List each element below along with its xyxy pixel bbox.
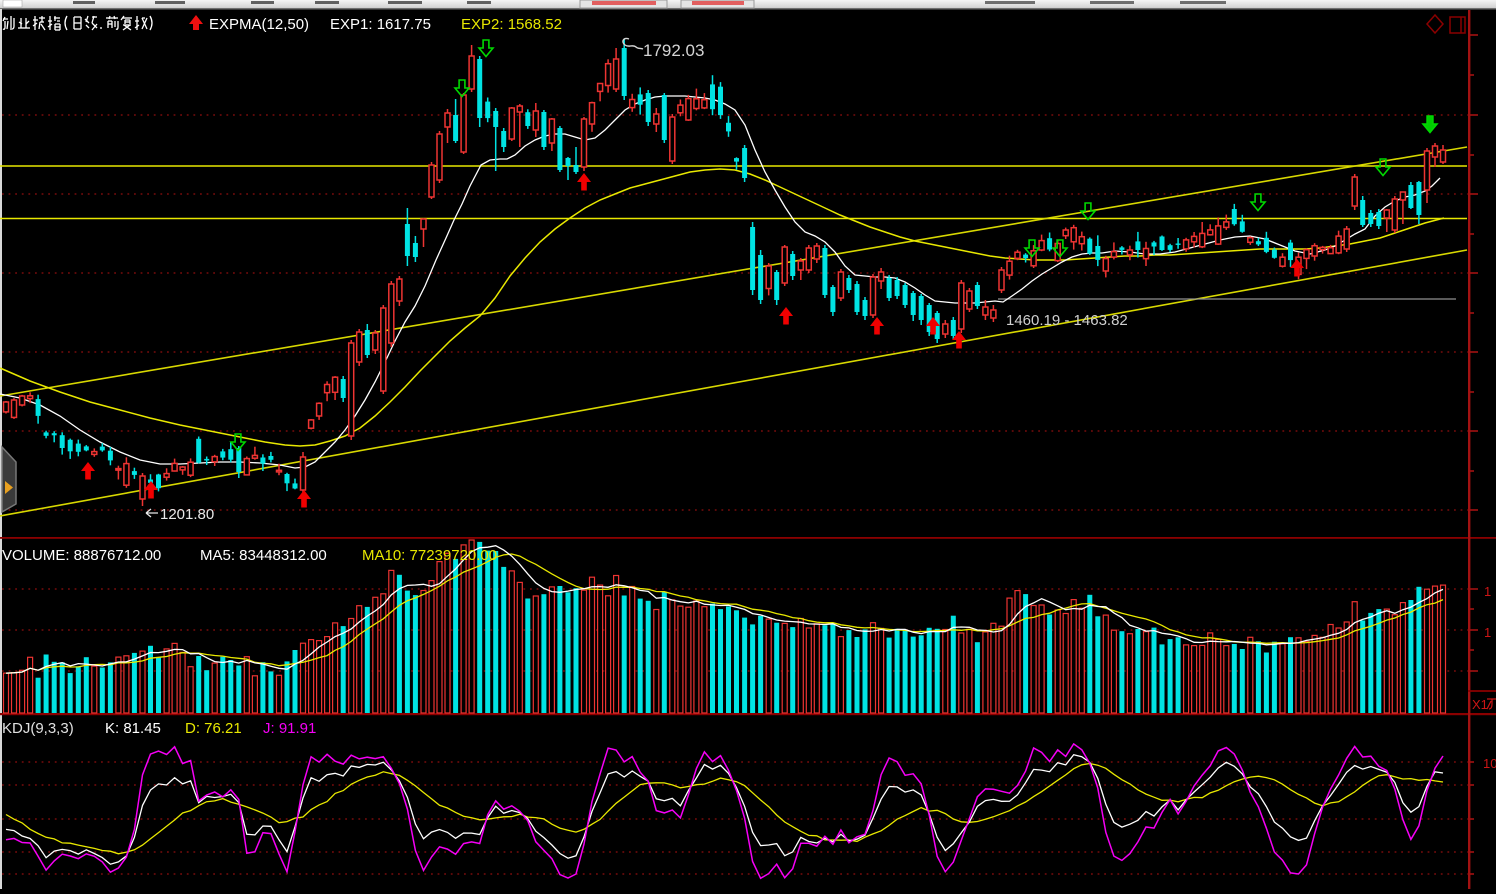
svg-text:MA10: 77239720.00: MA10: 77239720.00 xyxy=(362,547,497,564)
svg-text:1: 1 xyxy=(1484,625,1491,640)
svg-text:J: 91.91: J: 91.91 xyxy=(263,720,316,737)
svg-text:X1: X1 xyxy=(1472,697,1488,712)
svg-text:1792.03: 1792.03 xyxy=(643,41,704,60)
svg-text:EXPMA(12,50): EXPMA(12,50) xyxy=(209,16,309,33)
svg-text:VOLUME: 88876712.00: VOLUME: 88876712.00 xyxy=(2,547,161,564)
svg-text:K: 81.45: K: 81.45 xyxy=(105,720,161,737)
svg-text:1: 1 xyxy=(1484,584,1491,599)
svg-text:EXP2: 1568.52: EXP2: 1568.52 xyxy=(461,16,562,33)
svg-text:1201.80: 1201.80 xyxy=(160,506,214,523)
svg-text:KDJ(9,3,3): KDJ(9,3,3) xyxy=(2,720,74,737)
svg-text:MA5: 83448312.00: MA5: 83448312.00 xyxy=(200,547,327,564)
svg-text:10: 10 xyxy=(1483,756,1496,771)
svg-text:EXP1: 1617.75: EXP1: 1617.75 xyxy=(330,16,431,33)
svg-text:D: 76.21: D: 76.21 xyxy=(185,720,242,737)
svg-text:1460.19 - 1463.82: 1460.19 - 1463.82 xyxy=(1006,312,1128,329)
